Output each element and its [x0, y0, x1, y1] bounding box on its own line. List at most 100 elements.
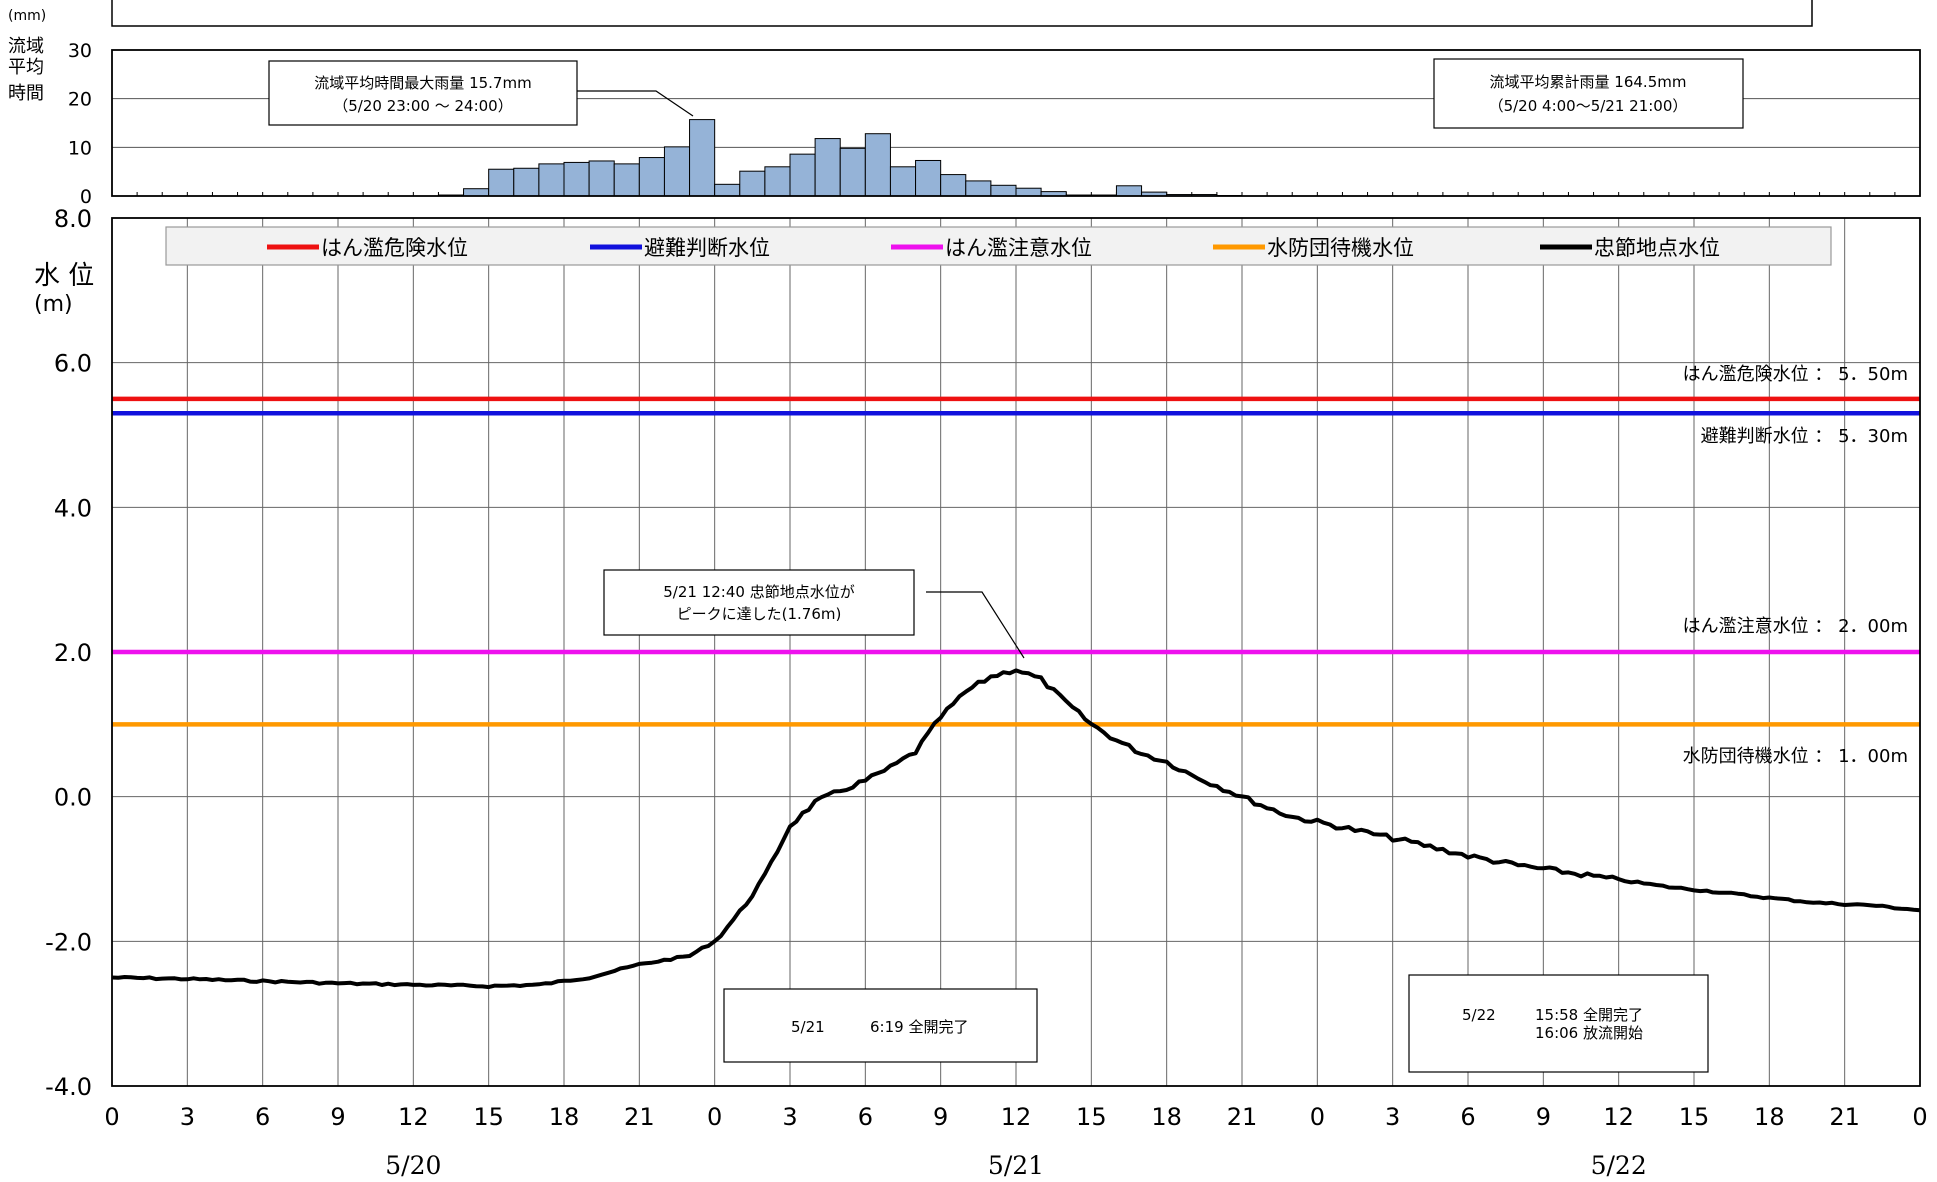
top-panel-frame — [111, 0, 1813, 27]
rain-total-box — [1433, 58, 1744, 129]
rain-bar — [488, 168, 515, 197]
rain-bar — [538, 163, 565, 197]
rain-bar — [588, 160, 615, 197]
rain-bar — [563, 161, 590, 197]
level-xtick-label: 0 — [104, 1103, 119, 1131]
legend-label-3: はん濫注意水位 — [945, 236, 1092, 260]
level-xtick-label: 21 — [1227, 1103, 1258, 1131]
level-xtick-label: 9 — [1536, 1103, 1551, 1131]
peak-line1: 5/21 12:40 忠節地点水位が — [663, 583, 854, 601]
level-xtick-label: 9 — [933, 1103, 948, 1131]
level-ytick-label: 6.0 — [54, 350, 92, 378]
level-xtick-label: 0 — [1310, 1103, 1325, 1131]
rain-max-box — [268, 60, 578, 126]
rain-bar — [513, 167, 540, 197]
rain-ytick-label: 10 — [68, 137, 92, 159]
rain-plot-frame — [111, 49, 1921, 197]
date-label: 5/20 — [385, 1151, 441, 1180]
legend: はん濫危険水位 避難判断水位 はん濫注意水位 水防団待機水位 忠節地点水位 — [165, 226, 1832, 266]
level-xtick-label: 15 — [1076, 1103, 1107, 1131]
rain-bar — [965, 180, 992, 197]
rain-bar — [714, 183, 741, 197]
rain-bar — [814, 138, 841, 197]
level-ytick-label: -2.0 — [45, 928, 92, 956]
rain-bar — [940, 174, 967, 197]
series-line-chusetsu-water-level — [111, 668, 1921, 990]
level-xtick-label: 3 — [1385, 1103, 1400, 1131]
level-xtick-label: 6 — [1460, 1103, 1475, 1131]
rain-bar — [889, 166, 917, 197]
rain-ytick-label: 30 — [68, 40, 92, 62]
reference-label-2: 避難判断水位 ： 5．30m — [1701, 426, 1908, 447]
gate2-date: 5/22 — [1462, 1006, 1496, 1024]
date-label: 5/21 — [988, 1151, 1044, 1180]
rain-ytick-label: 0 — [80, 186, 92, 208]
date-label: 5/22 — [1591, 1151, 1647, 1180]
level-ytick-label: 0.0 — [54, 784, 92, 812]
gate2-box — [1408, 974, 1709, 1073]
level-xtick-label: 3 — [782, 1103, 797, 1131]
level-ytick-label: 4.0 — [54, 494, 92, 522]
level-plot-frame — [111, 217, 1921, 1087]
level-ytick-label: 8.0 — [54, 205, 92, 233]
peak-leader — [926, 591, 1025, 659]
rain-bar — [638, 157, 665, 197]
level-xtick-label: 12 — [1603, 1103, 1634, 1131]
rain-bar — [990, 184, 1017, 197]
level-xtick-label: 9 — [330, 1103, 345, 1131]
reference-label-1: はん濫危険水位 ： 5．50m — [1683, 364, 1908, 385]
level-ylabel-unit: (m) — [34, 292, 73, 317]
gate1-box — [723, 988, 1038, 1063]
level-ylabel: 水 位 — [34, 261, 94, 291]
gate1-text: 6:19 全開完了 — [870, 1018, 968, 1036]
reference-label-4: 水防団待機水位 ： 1．00m — [1683, 746, 1908, 767]
reference-label-3: はん濫注意水位 ： 2．00m — [1683, 616, 1908, 637]
legend-label-5: 忠節地点水位 — [1594, 236, 1720, 260]
level-xtick-label: 3 — [180, 1103, 195, 1131]
legend-label-2: 避難判断水位 — [644, 236, 770, 260]
peak-line2: ピークに達した(1.76m) — [677, 605, 842, 623]
rain-bar — [689, 119, 716, 197]
rain-bar — [1015, 187, 1042, 197]
level-xtick-label: 6 — [858, 1103, 873, 1131]
level-ytick-label: 2.0 — [54, 639, 92, 667]
rain-max-title: 流域平均時間最大雨量 15.7mm — [314, 74, 531, 92]
rain-bar — [1115, 185, 1143, 197]
level-xtick-label: 0 — [707, 1103, 722, 1131]
rain-bar — [915, 159, 942, 197]
rain-bar — [764, 166, 791, 197]
gate1-date: 5/21 — [791, 1018, 825, 1036]
legend-frame — [165, 226, 1832, 266]
legend-label-4: 水防団待機水位 — [1267, 236, 1414, 260]
rain-bar — [739, 170, 766, 197]
legend-label-1: はん濫危険水位 — [321, 236, 468, 260]
rain-ylabel-line3: 時間 — [8, 83, 44, 104]
rain-unit-label: (mm) — [8, 8, 46, 24]
rain-total-title: 流域平均累計雨量 164.5mm — [1490, 73, 1687, 91]
level-xtick-label: 18 — [1754, 1103, 1785, 1131]
rain-bar — [613, 163, 640, 197]
rain-ylabel-line2: 平均 — [8, 57, 44, 78]
level-xtick-label: 0 — [1912, 1103, 1927, 1131]
level-xtick-label: 6 — [255, 1103, 270, 1131]
level-ytick-label: -4.0 — [45, 1073, 92, 1101]
rain-max-leader — [577, 90, 694, 117]
peak-box — [603, 569, 915, 636]
rain-bar — [463, 188, 490, 197]
rain-ytick-label: 20 — [68, 89, 92, 111]
level-xtick-label: 21 — [624, 1103, 655, 1131]
level-xtick-label: 21 — [1829, 1103, 1860, 1131]
rain-bar — [663, 146, 691, 197]
level-xtick-label: 18 — [1151, 1103, 1182, 1131]
gate2-line1: 15:58 全開完了 — [1535, 1006, 1643, 1024]
level-xtick-label: 15 — [1679, 1103, 1710, 1131]
rain-max-period: （5/20 23:00 ～ 24:00） — [333, 97, 512, 115]
level-xtick-label: 18 — [549, 1103, 580, 1131]
rain-total-period: （5/20 4:00～5/21 21:00） — [1489, 97, 1688, 115]
water-level-chart: はん濫危険水位 ： 5．50m 避難判断水位 ： 5．30m はん濫注意水位 ： 2… — [34, 205, 1928, 1180]
gate2-line2: 16:06 放流開始 — [1535, 1024, 1643, 1042]
rain-bar — [839, 147, 866, 197]
rain-ylabel-line1: 流域 — [8, 36, 44, 57]
